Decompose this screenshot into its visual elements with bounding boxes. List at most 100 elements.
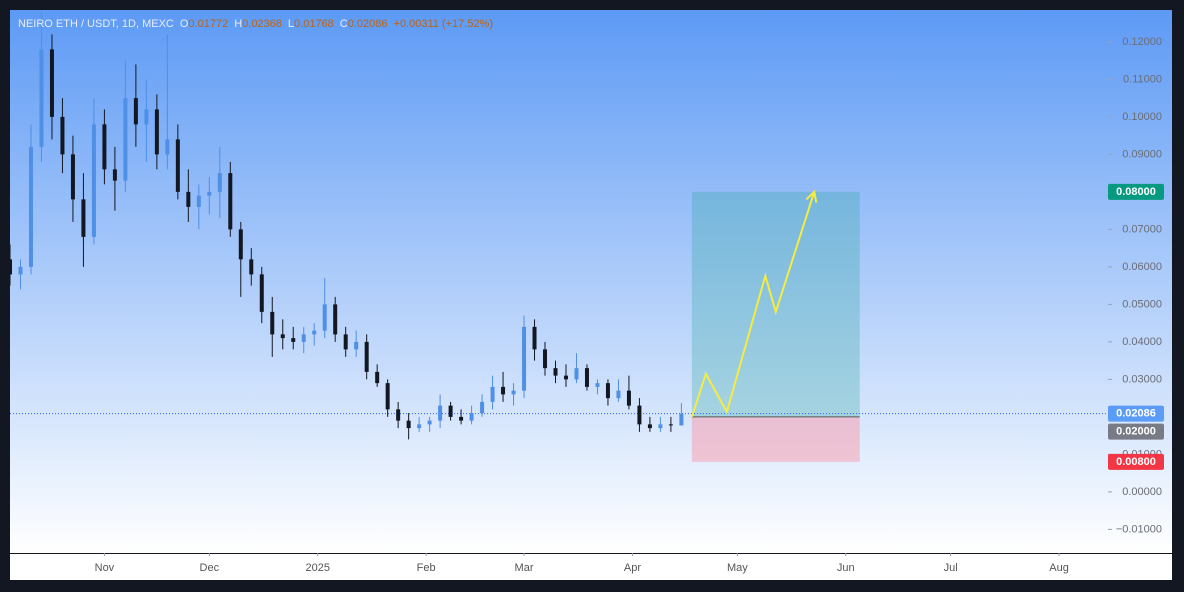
candle-body <box>123 98 128 181</box>
candle-body <box>595 383 600 387</box>
reward-zone <box>691 191 860 417</box>
y-tick-label: 0.00000 <box>1122 486 1162 498</box>
candle-body <box>60 116 65 155</box>
candle-body <box>417 424 422 429</box>
candle-body <box>616 390 621 399</box>
candle-body <box>91 124 96 237</box>
candle-body <box>291 338 296 342</box>
y-tick-label: 0.04000 <box>1122 336 1162 348</box>
ohlc-key: C <box>340 18 348 30</box>
candle-body <box>186 191 191 207</box>
x-tick-label: May <box>727 562 748 574</box>
candle-body <box>396 409 401 421</box>
ohlc-value: 0.01772 <box>188 18 228 30</box>
candle-body <box>459 416 464 421</box>
candle-body <box>175 139 180 192</box>
y-tick-label: 0.05000 <box>1122 298 1162 310</box>
candle-body <box>49 49 54 117</box>
candle-body <box>228 173 233 230</box>
price-tag-label: 0.02086 <box>1116 408 1156 420</box>
candle-body <box>102 124 107 170</box>
symbol: NEIRO ETH / USDT, 1D, MEXC <box>18 18 174 30</box>
candle-body <box>196 195 201 207</box>
candle-body <box>668 424 673 426</box>
candle-body <box>532 326 537 350</box>
candle-body <box>679 413 684 426</box>
candle-body <box>70 154 75 200</box>
candle-body <box>637 405 642 425</box>
candle-body <box>480 401 485 414</box>
arrow-head <box>805 189 818 203</box>
candle-body <box>511 390 516 395</box>
candle-body <box>207 191 212 196</box>
y-tick-label: 0.11000 <box>1123 73 1162 85</box>
candle-body <box>270 311 275 335</box>
x-tick-label: Jul <box>944 562 958 574</box>
candle-body <box>301 334 306 342</box>
candle-body <box>469 413 474 421</box>
candle-body <box>249 259 254 275</box>
candle-body <box>584 368 589 387</box>
projection-arrow <box>690 191 816 418</box>
y-tick-label: 0.07000 <box>1122 223 1162 235</box>
x-tick-label: Feb <box>417 562 436 574</box>
candle-body <box>81 199 86 237</box>
price-tag <box>1108 405 1164 422</box>
candle-body <box>154 109 159 155</box>
risk-zone <box>691 416 860 462</box>
price-tag <box>1108 453 1164 470</box>
y-tick-label: −0.01000 <box>1116 523 1162 535</box>
price-tag <box>1108 183 1164 200</box>
candle-body <box>406 420 411 429</box>
candle-body <box>501 386 506 395</box>
x-tick-label: 2025 <box>305 562 329 574</box>
x-tick-label: Dec <box>200 562 220 574</box>
candle-body <box>574 368 579 380</box>
change: +0.00311 (+17.52%) <box>394 18 493 30</box>
candle-body <box>312 330 317 335</box>
candle-body <box>438 405 443 421</box>
x-tick-label: Nov <box>95 562 115 574</box>
candle-body <box>144 109 149 125</box>
x-tick-label: Mar <box>515 562 534 574</box>
candle-body <box>543 349 548 369</box>
plot-area <box>10 11 1108 462</box>
symbol-legend: NEIRO ETH / USDT, 1D, MEXC O0.01772 H0.023… <box>18 18 493 30</box>
candle-body <box>10 259 12 275</box>
y-tick-label: 0.10000 <box>1122 111 1162 123</box>
candle-body <box>238 229 243 260</box>
y-tick-label: 0.03000 <box>1122 373 1162 385</box>
x-tick-label: Aug <box>1049 562 1069 574</box>
candle-body <box>322 304 327 331</box>
candle-body <box>39 49 44 147</box>
candle-body <box>28 146 33 267</box>
time-axis-background <box>10 553 1172 580</box>
candle-body <box>333 304 338 335</box>
ohlc-value: 0.02086 <box>348 18 388 30</box>
candle-body <box>626 390 631 406</box>
plot-background <box>10 10 1172 553</box>
x-tick-label: Apr <box>624 562 641 574</box>
ohlc-key: L <box>288 18 294 30</box>
candle-body <box>18 266 23 275</box>
ohlc-value: 0.01768 <box>294 18 334 30</box>
candle-body <box>280 334 285 339</box>
candle-body <box>385 383 390 410</box>
candle-body <box>563 375 568 380</box>
ohlc-key: H <box>234 18 242 30</box>
ohlc-value: 0.02368 <box>242 18 282 30</box>
candle-body <box>364 341 369 372</box>
y-tick-label: 0.09000 <box>1122 148 1162 160</box>
candle-body <box>605 383 610 399</box>
candle-body <box>165 139 170 155</box>
candle-body <box>375 371 380 384</box>
candle-body <box>522 326 527 391</box>
price-tag-label: 0.00800 <box>1116 456 1156 468</box>
candle-body <box>343 334 348 350</box>
price-tag-label: 0.02000 <box>1116 426 1156 438</box>
candle-body <box>354 341 359 350</box>
ohlc-key: O <box>180 18 189 30</box>
x-tick-label: Jun <box>837 562 855 574</box>
y-tick-label: 0.06000 <box>1122 261 1162 273</box>
